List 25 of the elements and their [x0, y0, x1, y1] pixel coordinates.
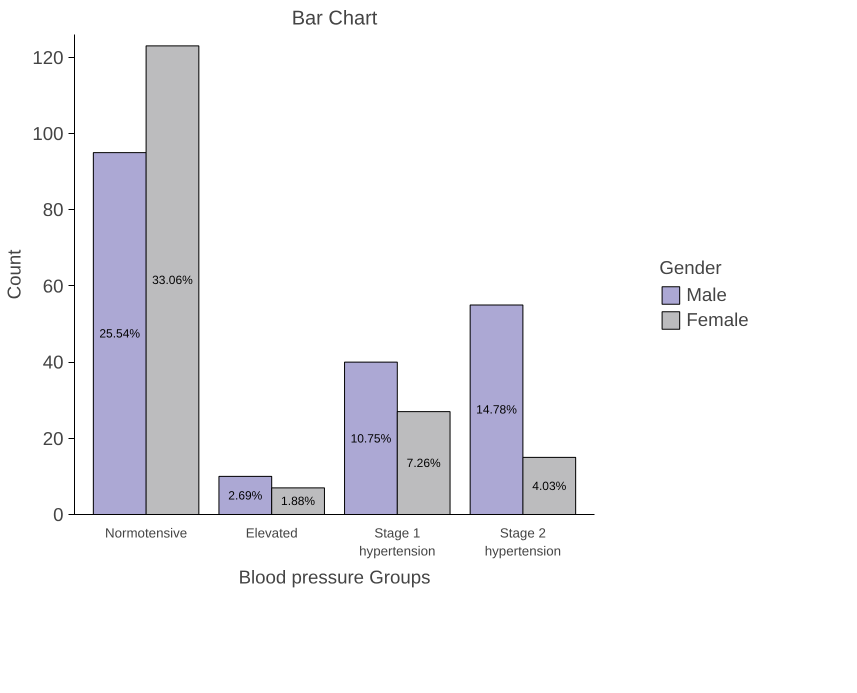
annotation: 2.69%: [228, 488, 263, 502]
x-tick-label: Stage 2 hypertension: [484, 526, 562, 558]
annotation: 1.88%: [281, 494, 316, 508]
y-tick-label: 120: [32, 46, 64, 68]
x-tick-label: Elevated: [246, 526, 298, 540]
annotation: 7.26%: [406, 456, 442, 470]
annotation: 10.75%: [350, 431, 392, 446]
annotation: 14.78%: [476, 402, 518, 417]
annotation: 33.06%: [152, 273, 194, 288]
annotation: 4.03%: [532, 478, 567, 493]
x-tick-label: Stage 1 hypertension: [359, 526, 436, 558]
legend-label: Male: [686, 284, 727, 306]
y-tick-label: 100: [32, 123, 64, 144]
x-tick-label: Normotensive: [104, 526, 188, 540]
y-tick-label: 80: [42, 199, 64, 220]
y-tick-label: 60: [42, 275, 64, 296]
y-axis-title: Count: [3, 248, 24, 300]
legend-label: Female: [686, 309, 749, 331]
chart-title: Bar Chart: [292, 8, 378, 30]
y-tick-label: 0: [53, 504, 64, 525]
y-tick-label: 40: [42, 352, 64, 373]
y-tick-label: 20: [42, 428, 64, 449]
annotation: 25.54%: [99, 326, 140, 341]
legend-title: Gender: [659, 257, 723, 279]
x-axis-title: Blood pressure Groups: [238, 566, 430, 588]
